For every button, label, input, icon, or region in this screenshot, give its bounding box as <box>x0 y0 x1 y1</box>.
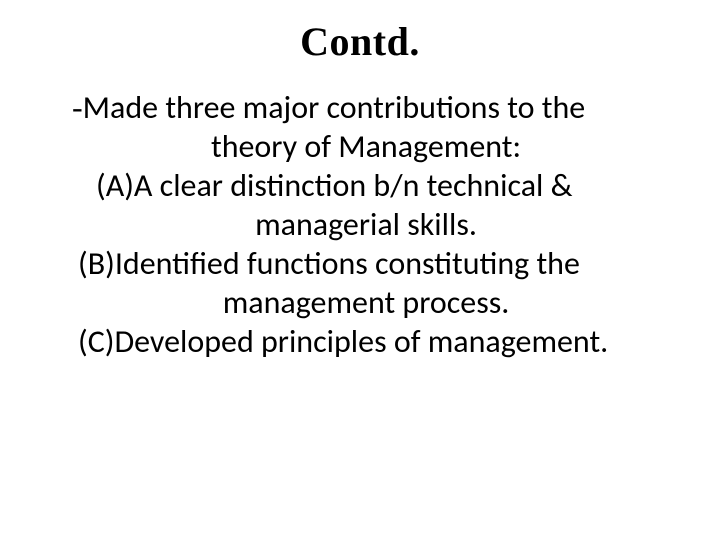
item-b-line-1: (B)Identified functions constituting the <box>72 244 660 283</box>
intro-line-1: -Made three major contributions to the <box>72 88 660 127</box>
item-b-line-2: management process. <box>72 283 660 322</box>
dash-char: - <box>72 89 83 125</box>
item-a-line-1: (A)A clear distinction b/n technical & <box>72 166 660 205</box>
item-a-line-2: managerial skills. <box>72 205 660 244</box>
intro-line-2: theory of Management: <box>72 127 660 166</box>
item-c-line-1: (C)Developed principles of management. <box>72 322 660 361</box>
slide-title: Contd. <box>0 18 720 65</box>
intro-text-1: Made three major contributions to the <box>83 88 586 127</box>
slide: { "title": "Contd.", "body": { "intro_li… <box>0 0 720 540</box>
slide-body: -Made three major contributions to the t… <box>72 88 660 361</box>
